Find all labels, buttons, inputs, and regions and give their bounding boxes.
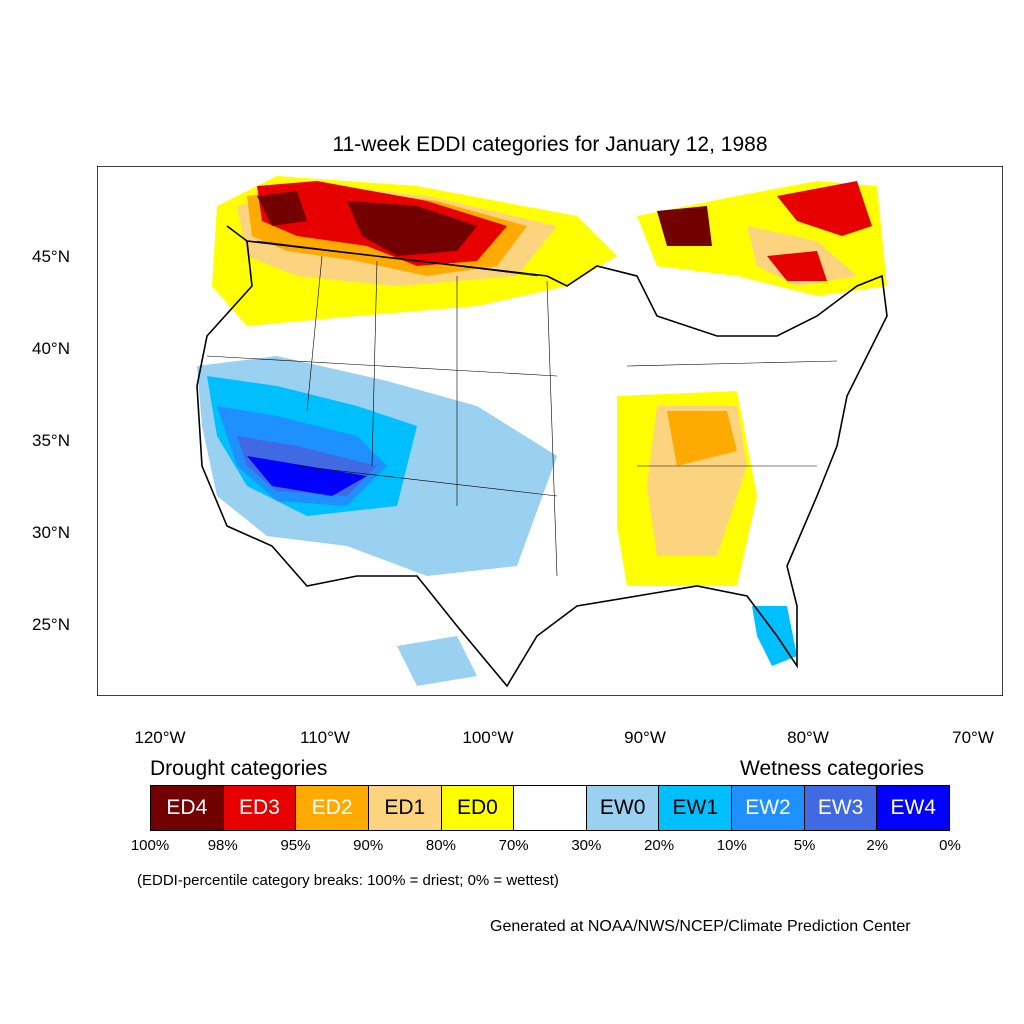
percent-break-label: 100% (130, 837, 170, 854)
lat-label-25: 25°N (32, 615, 70, 634)
legend-swatch-ed1: ED1 (368, 786, 442, 830)
percent-break-label: 30% (571, 837, 602, 854)
legend-swatch-ew2: EW2 (732, 786, 805, 830)
eddi-shading (197, 176, 887, 686)
lat-label-35: 35°N (32, 431, 70, 450)
percent-break-label: 20% (644, 837, 675, 854)
legend-swatch-ed3: ED3 (223, 786, 297, 830)
legend-swatch-ed4: ED4 (151, 786, 224, 830)
lon-label-90: 90°W (624, 728, 666, 747)
category-note: (EDDI-percentile category breaks: 100% =… (137, 872, 559, 889)
wetness-heading: Wetness categories (740, 757, 925, 780)
lon-label-80: 80°W (787, 728, 829, 747)
map-title: 11-week EDDI categories for January 12, … (332, 133, 768, 156)
percent-break-label: 80% (425, 837, 456, 854)
lat-label-40: 40°N (32, 339, 70, 358)
lon-label-70: 70°W (952, 728, 994, 747)
legend-swatch-ew4: EW4 (877, 786, 950, 830)
map-area (97, 166, 1003, 696)
lat-label-45: 45°N (32, 247, 70, 266)
legend-swatch-ew1: EW1 (659, 786, 733, 830)
legend-swatch-normal (514, 786, 587, 830)
lon-label-120: 120°W (134, 728, 186, 747)
legend-colorbar: ED4 ED3 ED2 ED1 ED0 EW0 EW1 EW2 EW3 EW4 (150, 785, 950, 831)
lon-label-110: 110°W (300, 728, 350, 747)
percent-break-label: 2% (866, 837, 889, 854)
legend-swatch-ed2: ED2 (296, 786, 369, 830)
legend-swatch-ed0: ED0 (441, 786, 515, 830)
percent-break-label: 10% (716, 837, 747, 854)
percent-break-label: 70% (498, 837, 529, 854)
percent-break-label: 5% (793, 837, 816, 854)
lat-label-30: 30°N (32, 523, 70, 542)
credit-text: Generated at NOAA/NWS/NCEP/Climate Predi… (490, 918, 911, 935)
lon-label-100: 100°W (462, 728, 514, 747)
us-boundary (196, 225, 888, 688)
drought-heading: Drought categories (150, 757, 328, 780)
percent-break-label: 90% (353, 837, 384, 854)
legend-swatch-ew0: EW0 (586, 786, 660, 830)
percent-break-label: 98% (207, 837, 238, 854)
percent-break-label: 0% (939, 837, 961, 854)
legend-swatch-ew3: EW3 (804, 786, 878, 830)
percent-break-label: 95% (280, 837, 311, 854)
